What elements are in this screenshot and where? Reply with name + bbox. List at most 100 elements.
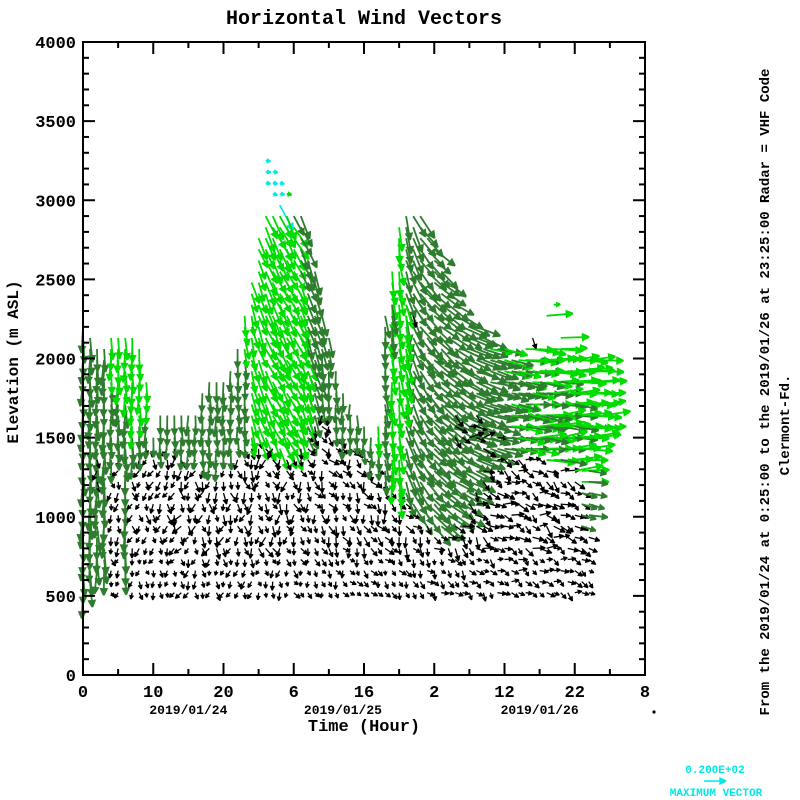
wind-vector-arrow [468,559,475,566]
wind-vector-arrow [346,426,355,446]
wind-vector-arrow [511,470,521,481]
wind-vector-arrow [546,503,559,510]
wind-vector-arrow [546,536,556,544]
wind-vector-arrow [341,514,347,522]
wind-vector-arrow [291,559,297,566]
date-label: 2019/01/26 [501,703,579,718]
wind-vector-arrow [246,525,253,538]
wind-vector-arrow [128,437,138,463]
wind-vector-arrow [134,503,140,511]
wind-vector-arrow [476,591,484,597]
wind-vector-arrow [161,437,171,461]
wind-vector-arrow [363,570,369,579]
wind-vector-arrow [349,557,356,563]
wind-vector-arrow [211,448,220,470]
wind-vector-arrow [185,559,191,569]
wind-vector-arrow [258,503,263,512]
wind-vector-arrow [306,248,318,269]
wind-vector-arrow [319,504,326,515]
wind-vector-arrow [135,448,144,472]
wind-vector-arrow [412,248,424,274]
wind-vector-arrow [100,348,110,373]
wind-vector-arrow [320,581,326,588]
wind-vector-arrow [204,426,213,448]
wind-vector-arrow [334,559,340,567]
page-title: Horizontal Wind Vectors [226,8,502,31]
wind-vector-arrow [405,238,414,264]
wind-vector-arrow [163,426,172,446]
wind-vector-arrow [352,426,361,445]
wind-vector-arrow [588,590,596,596]
wind-vector-arrow [383,404,392,429]
wind-vector-arrow [427,579,436,585]
x-tick-label: 16 [354,684,374,703]
maximum-vector-label: MAXIMUM VECTOR [670,788,763,800]
wind-vector-arrow [138,514,144,523]
wind-vector-arrow [377,570,384,577]
wind-vector-arrow [497,425,522,437]
wind-vector-arrow [129,570,135,577]
wind-vector-arrow [412,237,425,262]
wind-vector-arrow [290,537,297,548]
wind-vector-arrow [342,581,348,588]
wind-vector-arrow [155,437,164,460]
wind-vector-arrow [198,393,206,412]
wind-vector-arrow [120,437,129,465]
wind-vector-arrow [305,548,311,557]
wind-vector-arrow [313,293,325,318]
wind-vector-arrow [395,426,405,454]
wind-vector-arrow [249,337,258,358]
wind-vector-arrow [326,570,333,579]
wind-vector-arrow [419,592,425,600]
wind-vector-arrow [405,570,413,578]
wind-vector-arrow [178,426,187,447]
wind-vector-arrow [412,481,425,506]
wind-vector-arrow [217,592,224,599]
wind-vector-arrow [255,592,261,601]
wind-vector-arrow [347,492,353,502]
wind-vector-arrow [488,592,494,600]
wind-vector-arrow [314,536,320,544]
wind-vector-arrow [204,592,210,599]
wind-vector-arrow [511,479,521,486]
wind-vector-arrow [546,491,556,498]
wind-vector-arrow [255,570,260,576]
wind-vector-arrow [412,226,424,253]
wind-vector-arrow [389,271,398,299]
wind-vector-arrow [99,570,109,596]
wind-vector-arrow [353,515,360,524]
wind-vector-arrow [474,492,480,502]
wind-vector-arrow [381,360,390,383]
wind-vector-arrow [518,381,545,392]
wind-vector-arrow [546,525,553,539]
wind-vector-arrow [333,548,340,558]
wind-vector-arrow [250,415,261,439]
wind-vector-arrow [84,504,93,531]
wind-vector-arrow [389,459,399,486]
wind-vector-arrow [461,337,483,350]
wind-vector-arrow [314,492,324,499]
wind-vector-arrow [249,559,256,569]
wind-vector-arrow [170,459,176,469]
wind-vector-arrow [525,525,532,535]
stray-dot [652,710,656,714]
wind-vector-arrow [441,536,449,541]
wind-vector-arrow [158,592,164,600]
wind-vector-arrow [318,470,325,482]
wind-vector-arrow [370,547,378,557]
wind-vector-arrow [264,226,277,253]
wind-vector-arrow [504,492,516,500]
wind-vector-arrow [306,370,317,393]
wind-vector-arrow [264,293,275,315]
wind-vector-arrow [227,581,233,589]
wind-vector-arrow [567,536,578,544]
wind-vector-arrow [171,437,180,458]
wind-vector-arrow [321,569,327,574]
wind-vector-arrow [567,556,577,562]
wind-vector-arrow [242,348,251,369]
wind-vector-arrow [331,371,340,391]
wind-vector-arrow [553,525,566,533]
wind-vector-arrow [468,470,491,483]
wind-vector-arrow [257,370,269,392]
wind-vector-arrow [299,404,310,426]
